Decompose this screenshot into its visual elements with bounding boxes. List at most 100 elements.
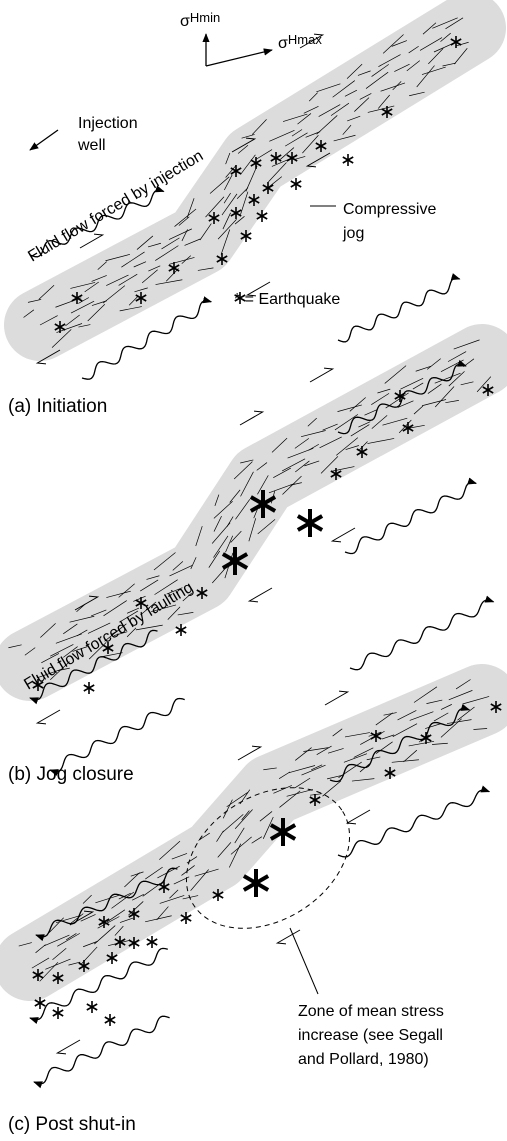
fault-strand <box>367 105 395 113</box>
earthquake <box>32 681 44 689</box>
fault-strand <box>305 131 321 138</box>
fault-strand <box>303 106 319 114</box>
earthquake <box>146 938 158 946</box>
fault-strand <box>327 748 344 754</box>
earthquake <box>128 910 140 918</box>
fault-strand <box>146 575 160 580</box>
subscript: Hmin <box>190 10 220 25</box>
fault-strand <box>291 129 303 137</box>
earthquake <box>309 796 321 804</box>
fault-strand <box>300 430 326 438</box>
fault-strand <box>140 601 157 616</box>
fault-strand <box>72 646 88 652</box>
fault-strand <box>23 309 35 318</box>
fault-strand <box>199 223 212 241</box>
fault-strand <box>375 741 393 754</box>
fault-strand <box>278 771 291 779</box>
fault-strand <box>365 71 389 89</box>
fault-strand <box>251 119 267 135</box>
fault-strand <box>167 606 181 620</box>
fault-strand <box>145 866 163 880</box>
fault-strand <box>190 557 197 570</box>
fault-strand <box>378 54 401 67</box>
earthquake <box>242 874 270 892</box>
fault-strand <box>177 612 194 616</box>
fault-strand <box>169 564 193 577</box>
shear-arrow <box>35 709 61 725</box>
fault-strand <box>119 917 134 923</box>
fault-strand <box>364 409 377 416</box>
earthquake <box>384 769 396 777</box>
fault-strand <box>245 165 258 192</box>
fault-strand <box>221 193 238 216</box>
earthquake <box>216 255 228 263</box>
fault-strand <box>18 942 32 947</box>
earthquake <box>135 294 147 302</box>
shear-arrow <box>245 281 271 297</box>
fault-strand <box>55 915 81 924</box>
fault-strand <box>134 287 148 293</box>
fault-strand <box>316 745 332 756</box>
fault-strand <box>337 404 362 412</box>
fault-strand <box>413 405 424 415</box>
fault-strand <box>233 461 253 480</box>
fault-strand <box>349 397 366 412</box>
fault-strand <box>426 699 443 704</box>
annotation: Zone of mean stress <box>298 1003 444 1020</box>
fault-strand <box>166 587 183 595</box>
fault-strand <box>214 494 220 507</box>
fault-strand <box>343 753 368 763</box>
fault-strand <box>217 219 237 240</box>
fault-strand <box>326 774 343 780</box>
fault-strand <box>178 216 190 226</box>
fault-strand <box>338 761 362 778</box>
fault-strand <box>241 134 255 139</box>
flow-arrow <box>81 296 213 380</box>
earthquake <box>270 154 282 162</box>
flow-arrow <box>33 1015 170 1089</box>
fault-strand <box>400 377 424 390</box>
fault-strand <box>286 789 314 797</box>
fault-strand <box>382 34 404 54</box>
fault-strand <box>213 500 233 519</box>
fault-strand <box>344 732 370 738</box>
fault-strand <box>457 706 475 721</box>
fault-strand <box>87 304 106 322</box>
fault-strand <box>302 135 319 154</box>
fault-strand <box>310 793 323 796</box>
fault-strand <box>222 799 233 819</box>
fault-strand <box>259 811 273 822</box>
fault-strand <box>295 747 312 761</box>
fault-strand <box>136 235 154 250</box>
earthquake <box>250 159 262 167</box>
fault-strand <box>262 816 274 839</box>
fault-strand <box>44 934 70 947</box>
fault-strand <box>216 830 224 842</box>
annotation: Injection <box>78 115 138 132</box>
fault-strand <box>442 62 456 67</box>
sigma-hmax: σHmax <box>278 32 322 52</box>
fault-strand <box>153 552 176 571</box>
fault-strand <box>181 229 188 242</box>
fault-strand <box>190 869 209 891</box>
fault-strand <box>140 579 159 592</box>
fault-strand <box>403 749 418 763</box>
fault-strand <box>237 144 249 154</box>
fault-strand <box>279 790 301 808</box>
fault-strand <box>416 65 435 88</box>
fault-strand <box>271 437 288 453</box>
earthquake <box>234 294 246 302</box>
fault-strand <box>82 894 92 904</box>
fault-strand <box>169 889 179 899</box>
fault-strand <box>257 519 276 535</box>
earthquake <box>381 108 393 116</box>
fault-strand <box>80 914 96 922</box>
earthquake <box>315 142 327 150</box>
fault-strand <box>240 154 256 175</box>
annotation: jog <box>342 225 364 242</box>
earthquake <box>330 470 342 478</box>
fault-strand <box>413 686 438 703</box>
fault-strand <box>40 623 56 638</box>
fault-strand <box>380 82 406 92</box>
earthquake <box>71 294 83 302</box>
